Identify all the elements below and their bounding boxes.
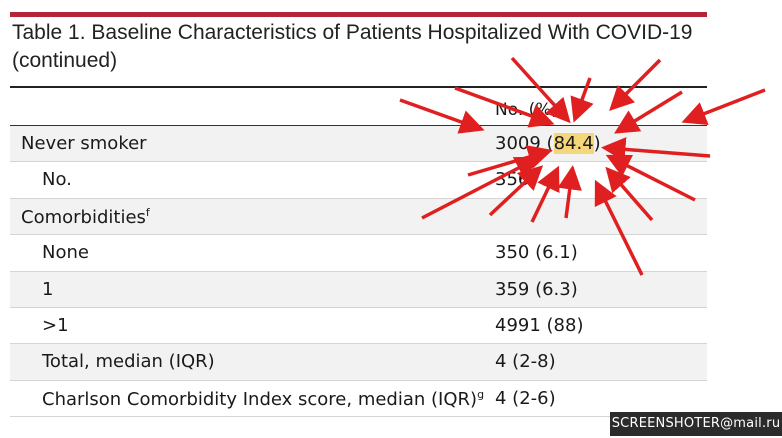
highlighted-percent[interactable]: 84.4 — [553, 133, 594, 154]
row-label: >1 — [42, 314, 69, 336]
table-row-more-than-one: >1 4991 (88) — [10, 308, 707, 345]
table-row-total-median: Total, median (IQR) 4 (2-8) — [10, 344, 707, 381]
header-count-percent: No. (%) — [495, 100, 559, 120]
table-row-charlson: Charlson Comorbidity Index score, median… — [10, 381, 707, 418]
row-value: 3009 (84.4) — [495, 133, 601, 154]
row-label: Never smoker — [21, 133, 147, 154]
row-label: None — [42, 242, 89, 264]
table-row-none: None 350 (6.1) — [10, 235, 707, 272]
row-label: 1 — [42, 278, 54, 300]
table-title: Table 1. Baseline Characteristics of Pat… — [12, 21, 693, 72]
row-value: 4991 (88) — [495, 314, 584, 336]
row-value: 350 (6.1) — [495, 242, 578, 264]
row-value: 4 (2-8) — [495, 351, 556, 373]
row-label: No. — [42, 169, 72, 191]
table-row-no: No. 3567 — [10, 162, 707, 199]
footnote-marker: g — [477, 387, 485, 401]
table-row-one: 1 359 (6.3) — [10, 271, 707, 308]
title-top-rule — [10, 12, 707, 17]
row-label: Charlson Comorbidity Index score, median… — [42, 387, 485, 410]
table-header-row: No. (%) — [10, 86, 707, 126]
row-label: Comorbiditiesf — [21, 205, 150, 228]
row-value: 4 (2-6) — [495, 387, 556, 409]
table-row-never-smoker: Never smoker 3009 (84.4) — [10, 126, 707, 163]
table-row-comorbidities: Comorbiditiesf — [10, 198, 707, 236]
row-value: 3567 — [495, 169, 541, 191]
data-table: No. (%) Never smoker 3009 (84.4) No. 356… — [10, 86, 707, 418]
row-label: Total, median (IQR) — [42, 351, 215, 373]
screenshoter-watermark: SCREENSHOTER@mail.ru — [610, 412, 782, 436]
row-value: 359 (6.3) — [495, 278, 578, 300]
footnote-marker: f — [145, 205, 150, 219]
